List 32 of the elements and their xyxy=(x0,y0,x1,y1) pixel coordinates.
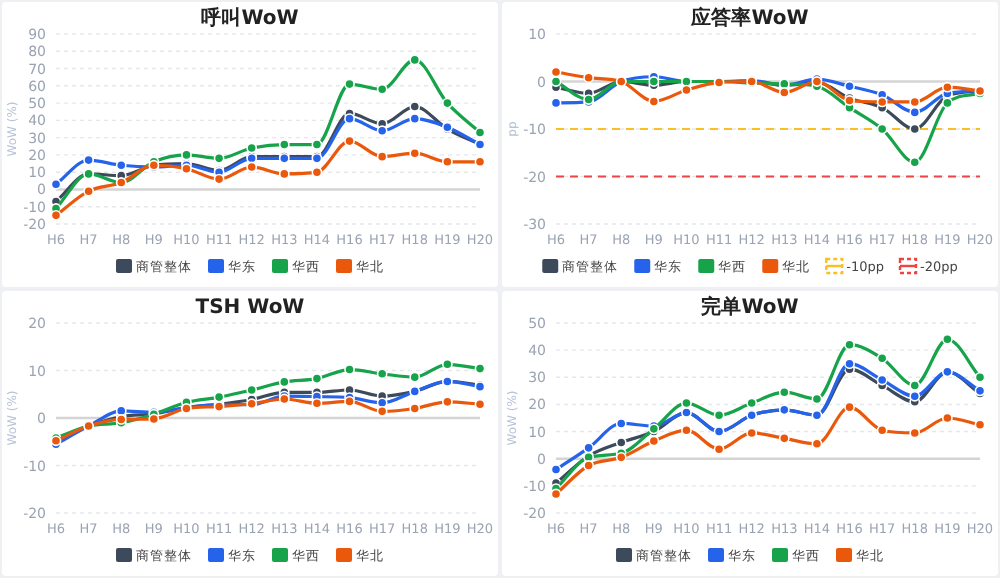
point xyxy=(583,460,595,471)
chart-title: 呼叫WoW xyxy=(201,6,299,30)
point xyxy=(376,405,388,417)
point xyxy=(941,97,953,109)
point xyxy=(778,87,790,98)
point xyxy=(876,96,888,108)
chart-title: 完单WoW xyxy=(701,295,799,319)
point xyxy=(876,123,888,135)
point xyxy=(409,403,421,414)
point xyxy=(409,101,421,112)
point xyxy=(311,139,323,150)
point xyxy=(441,97,453,109)
point xyxy=(778,432,790,444)
point xyxy=(909,380,921,391)
point xyxy=(311,373,323,384)
point xyxy=(615,418,627,429)
point xyxy=(681,397,692,409)
point xyxy=(213,391,225,403)
point xyxy=(550,76,562,87)
point xyxy=(941,333,953,345)
point xyxy=(246,161,258,173)
point xyxy=(344,364,355,375)
point xyxy=(876,352,888,364)
point xyxy=(615,437,627,448)
point xyxy=(474,363,486,374)
point xyxy=(648,96,660,107)
point xyxy=(278,139,290,150)
point xyxy=(941,81,953,93)
point xyxy=(550,464,562,475)
point xyxy=(344,78,355,90)
chart-title: TSH WoW xyxy=(195,297,305,319)
chart-title: 应答率WoW xyxy=(689,6,809,30)
